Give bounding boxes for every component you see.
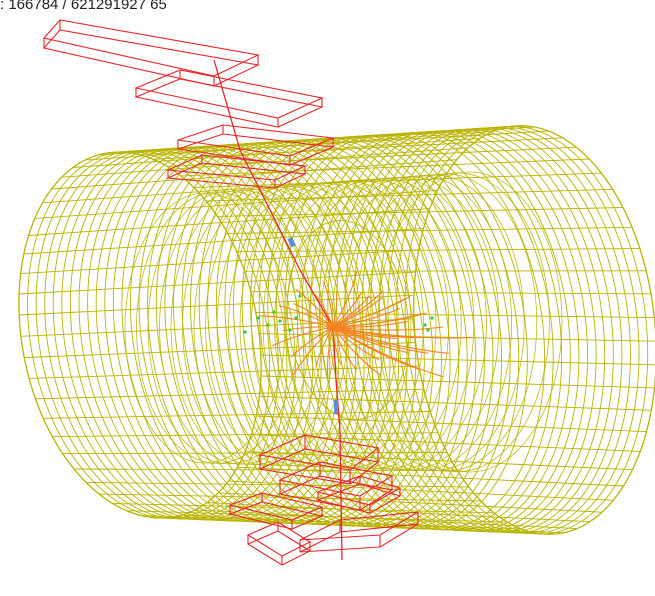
barrel-line bbox=[35, 388, 424, 400]
particle-track bbox=[332, 326, 382, 377]
particle-track bbox=[332, 326, 397, 340]
particle-track bbox=[332, 270, 358, 328]
particle-track bbox=[292, 326, 334, 376]
barrel-line bbox=[28, 365, 420, 379]
barrel-ring bbox=[286, 220, 410, 420]
barrel-line bbox=[24, 342, 416, 358]
barrel-line bbox=[227, 226, 633, 234]
muon-chambers bbox=[42, 19, 419, 566]
tracker-hit bbox=[294, 316, 298, 320]
muon-chamber-top bbox=[134, 78, 324, 128]
barrel-line bbox=[61, 147, 469, 178]
tracker-hit bbox=[288, 328, 292, 332]
tracker-hit bbox=[298, 294, 302, 298]
inner-barrel-ring bbox=[228, 184, 399, 468]
particle-track bbox=[332, 297, 383, 328]
particle-track bbox=[295, 288, 334, 328]
tracker-hits bbox=[243, 237, 434, 414]
barrel-line bbox=[51, 159, 457, 190]
barrel-line bbox=[193, 172, 602, 188]
barrel-line bbox=[236, 248, 640, 253]
barrel-line bbox=[20, 318, 415, 337]
particle-track bbox=[332, 326, 342, 365]
particle-track bbox=[332, 326, 429, 354]
muon-chamber-bottom bbox=[246, 521, 312, 557]
barrel-line bbox=[256, 415, 647, 433]
inner-barrel-ring bbox=[377, 171, 563, 473]
barrel-line bbox=[206, 502, 590, 523]
barrel-line bbox=[126, 510, 508, 523]
particle-track bbox=[332, 308, 400, 328]
barrel-line bbox=[154, 517, 536, 534]
particle-track bbox=[326, 326, 334, 378]
particle-track bbox=[278, 304, 334, 328]
particle-track bbox=[332, 326, 449, 354]
barrel-line bbox=[99, 493, 481, 502]
muon-track-line bbox=[213, 59, 343, 561]
inner-barrel-ring bbox=[239, 183, 412, 468]
barrel-line bbox=[139, 130, 549, 156]
particle-track bbox=[293, 303, 334, 328]
barrel-line bbox=[86, 482, 469, 488]
particle-track bbox=[283, 326, 334, 332]
particle-track bbox=[259, 315, 334, 328]
barrel-line bbox=[34, 189, 438, 219]
particle-track bbox=[332, 326, 357, 370]
particle-track bbox=[332, 293, 338, 328]
barrel-line bbox=[205, 188, 613, 202]
barrel-line bbox=[20, 249, 419, 275]
particle-track bbox=[322, 280, 334, 328]
barrel-line bbox=[42, 173, 447, 204]
barrel-line bbox=[23, 227, 424, 255]
particle-track bbox=[332, 326, 444, 378]
barrel-line bbox=[259, 395, 652, 411]
particle-track bbox=[332, 313, 422, 328]
barrel-line bbox=[260, 375, 655, 389]
barrel-line bbox=[43, 411, 431, 419]
barrel-line bbox=[217, 207, 623, 217]
barrel-line bbox=[194, 509, 577, 530]
muon-chamber-top bbox=[42, 19, 260, 77]
muon-chamber-top bbox=[42, 29, 260, 87]
particle-track bbox=[290, 326, 334, 358]
barrel-line bbox=[62, 452, 448, 455]
particle-track bbox=[332, 320, 408, 328]
barrel-line bbox=[245, 451, 633, 471]
tracker-hit bbox=[256, 316, 260, 320]
particle-track bbox=[314, 294, 334, 328]
tracker-hit bbox=[423, 323, 427, 327]
barrel-line bbox=[250, 291, 652, 295]
particle-track bbox=[332, 326, 444, 331]
muon-track bbox=[213, 59, 343, 561]
barrel-line bbox=[19, 271, 416, 295]
barrel-line bbox=[52, 432, 439, 438]
particle-track bbox=[332, 295, 371, 328]
barrel-line bbox=[140, 514, 522, 530]
tracker-hit bbox=[278, 319, 282, 323]
particle-tracks bbox=[259, 270, 473, 378]
particle-track bbox=[271, 326, 334, 347]
inner-barrel-ring bbox=[124, 192, 286, 464]
barrel-line bbox=[260, 354, 655, 366]
barrel-line bbox=[228, 480, 614, 501]
barrel-line bbox=[167, 146, 577, 167]
barrel-line bbox=[112, 503, 494, 514]
tracker-hit bbox=[426, 328, 430, 332]
barrel-line bbox=[180, 158, 590, 177]
particle-track bbox=[332, 297, 406, 328]
tracker-hit bbox=[243, 330, 247, 334]
event-run-label: : 166784 / 621291927 65 bbox=[0, 0, 167, 13]
calo-deposit bbox=[334, 400, 338, 414]
barrel-line bbox=[218, 492, 602, 513]
particle-track bbox=[332, 326, 473, 339]
particle-track bbox=[332, 291, 363, 328]
tracker-hit bbox=[430, 316, 434, 320]
particle-track bbox=[315, 326, 334, 368]
particle-track bbox=[332, 326, 380, 361]
tracker-hit bbox=[266, 323, 270, 327]
tracker-hit bbox=[272, 310, 276, 314]
inner-barrel-ring bbox=[216, 184, 387, 467]
calo-deposit bbox=[287, 237, 296, 248]
